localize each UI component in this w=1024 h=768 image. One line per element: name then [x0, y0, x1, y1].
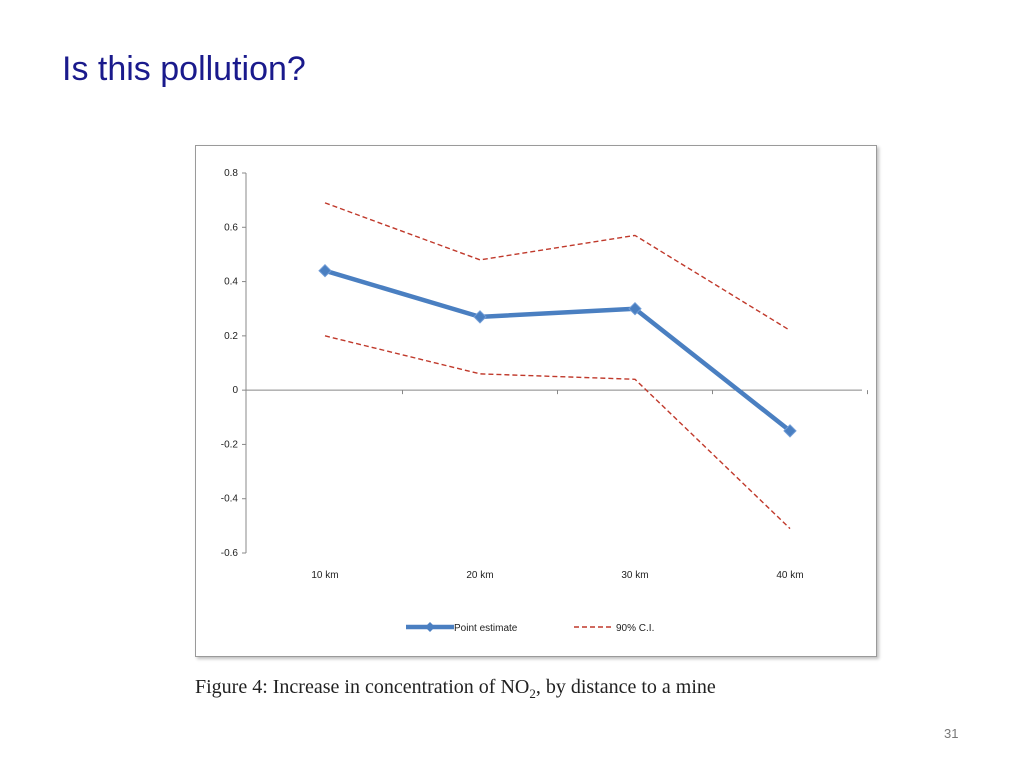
legend-layer: Point estimate 90% C.I. [406, 622, 654, 634]
x-tick-label: 40 km [776, 570, 803, 581]
ci-series-line [324, 202, 791, 332]
y-tick-label: 0.4 [224, 277, 238, 288]
legend-ci-label: 90% C.I. [616, 623, 654, 634]
y-tick-label: 0 [232, 385, 238, 396]
y-tick-label: -0.6 [221, 548, 239, 559]
caption-suffix: , by distance to a mine [535, 676, 716, 698]
y-tick-label: -0.4 [221, 494, 239, 505]
point-estimate-marker [628, 302, 642, 316]
x-tick-label: 10 km [311, 570, 338, 581]
chart: 0.8 0.6 0.4 0.2 0 -0.2 -0.4 -0.6 10 km 20 km 30 km… [221, 168, 868, 634]
caption-subscript: 2 [529, 686, 536, 701]
point-estimate-marker [783, 424, 797, 438]
chart-frame: 0.8 0.6 0.4 0.2 0 -0.2 -0.4 -0.6 10 km 20 km 30 km… [195, 145, 877, 657]
ci-series-line [324, 335, 791, 530]
slide-title: Is this pollution? [62, 50, 306, 88]
y-tick-label: 0.2 [224, 331, 238, 342]
page-number: 31 [944, 726, 959, 741]
x-tick-label: 30 km [621, 570, 648, 581]
point-estimate-marker [318, 264, 332, 278]
axes-layer: 0.8 0.6 0.4 0.2 0 -0.2 -0.4 -0.6 10 km 20 km 30 km… [221, 168, 868, 581]
y-tick-label: 0.8 [224, 168, 238, 179]
legend-point-estimate-marker [425, 622, 435, 632]
y-tick-label: 0.6 [224, 222, 238, 233]
legend-point-estimate-label: Point estimate [454, 623, 518, 634]
x-tick-label: 20 km [466, 570, 493, 581]
series-layer [318, 202, 797, 530]
point-estimate-marker [473, 310, 487, 324]
caption-prefix: Figure 4: Increase in concentration of N… [195, 676, 530, 698]
point-estimate-line [324, 268, 792, 433]
y-tick-label: -0.2 [221, 439, 239, 450]
figure-caption: Figure 4: Increase in concentration of N… [195, 676, 716, 702]
